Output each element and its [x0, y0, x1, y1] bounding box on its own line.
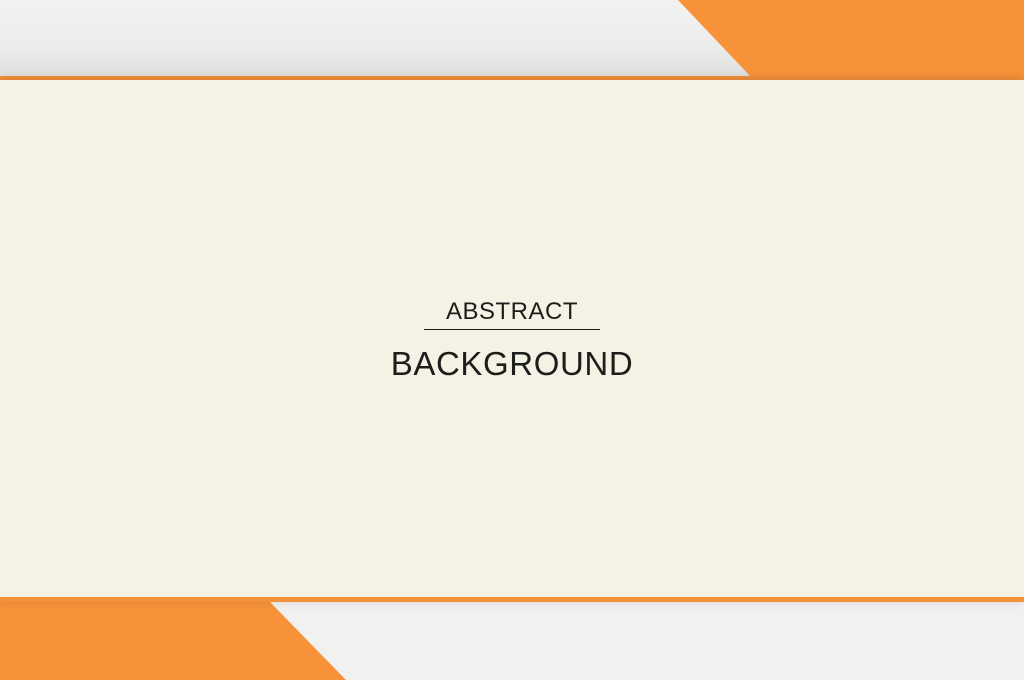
center-panel	[0, 80, 1024, 598]
heading-group: ABSTRACT BACKGROUND	[0, 296, 1024, 384]
bottom-left-orange-shape	[0, 600, 346, 680]
panel-bottom-stripe	[0, 597, 1024, 602]
panel-top-stripe	[0, 76, 1024, 81]
heading-line-1: ABSTRACT	[423, 296, 600, 330]
heading-line-2: BACKGROUND	[390, 345, 634, 382]
top-right-orange-shape	[678, 0, 1024, 78]
